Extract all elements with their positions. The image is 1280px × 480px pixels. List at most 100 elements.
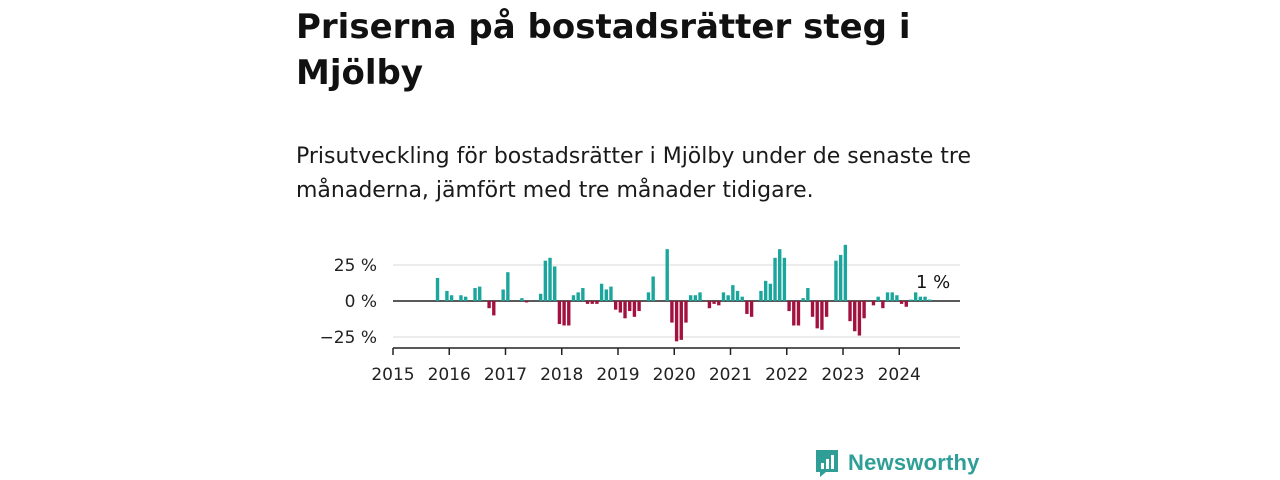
bar [571,295,576,301]
bar [712,301,716,304]
y-tick-label: 0 % [345,292,377,312]
bar [904,301,908,307]
bar [576,292,580,301]
bar [693,295,698,301]
last-value-label: 1 % [916,272,950,293]
bar [618,301,623,313]
bar [848,301,852,322]
bar [796,301,801,326]
x-tick-label: 2020 [653,365,696,385]
bar [548,257,552,301]
y-tick-label: −25 % [320,328,377,348]
bar [726,295,730,301]
bar [876,296,880,301]
bar [824,301,829,317]
bar [787,301,791,312]
chart-title: Priserna på bostadsrätter steg i Mjölby [296,7,911,93]
bar [478,286,482,301]
x-tick-label: 2024 [878,365,921,385]
bar [810,301,815,317]
bar [923,296,927,301]
bar [684,301,688,323]
bar [721,292,726,301]
bar [604,289,608,301]
bar [557,301,562,325]
bar [815,301,819,329]
bar [674,301,679,342]
x-axis: 2015 2016 2017 2018 2019 2020 2021 2022 2023 2024 [371,347,960,385]
x-tick-label: 2016 [428,365,471,385]
bar [538,293,543,301]
bar [501,289,505,301]
bar [707,301,712,309]
bar [820,301,824,330]
bar [778,249,782,301]
bar [717,301,721,306]
x-tick-label: 2018 [540,365,583,385]
bar [651,276,655,301]
bar [609,286,613,301]
bar [909,299,913,301]
bar [506,272,510,301]
bar [435,277,440,301]
x-tick-label: 2019 [596,365,639,385]
bar [637,301,641,312]
newsworthy-logo-icon [816,450,838,477]
bar [749,301,754,317]
bar [492,301,496,316]
bar [871,301,876,306]
chart-subtitle: Prisutveckling för bostadsrätter i Mjölb… [296,144,972,203]
bar [623,301,627,319]
bar [857,301,862,336]
bar [562,301,566,326]
bar [740,296,744,301]
bar [524,301,529,303]
bar [885,292,890,301]
bar [735,290,740,301]
bar [599,283,604,301]
bar [613,301,618,310]
bar [520,298,524,301]
bar [670,301,674,323]
bar [449,295,454,301]
bar [928,299,932,301]
bar [782,257,787,301]
x-tick-label: 2015 [371,365,414,385]
bar [843,244,848,301]
bar [487,301,491,309]
bar [801,298,805,301]
y-axis-labels: 25 % 0 % −25 % [320,256,377,348]
y-tick-label: 25 % [334,256,377,276]
bar [806,288,810,301]
newsworthy-logo: Newsworthy [814,446,980,480]
bar [553,266,557,301]
bar [899,301,904,304]
bar [838,254,843,301]
bar [463,296,468,301]
x-tick-label: 2022 [765,365,808,385]
bar [834,260,838,301]
bar [688,295,693,301]
bar [862,301,866,319]
bar [632,301,637,317]
bar [595,301,599,304]
x-tick-label: 2023 [821,365,864,385]
brand-name: Newsworthy [848,450,980,475]
bar [665,249,669,301]
bar [543,260,548,301]
bar [646,292,651,301]
bar [913,292,918,301]
bar [773,257,777,301]
bar [745,301,749,314]
bar [445,290,449,301]
x-tick-label: 2021 [709,365,752,385]
bar [731,285,735,301]
bar [890,292,894,301]
bar [763,280,768,301]
bar [881,301,885,309]
bar [768,283,773,301]
bar [698,292,702,301]
bar [679,301,683,340]
bar [585,301,590,304]
